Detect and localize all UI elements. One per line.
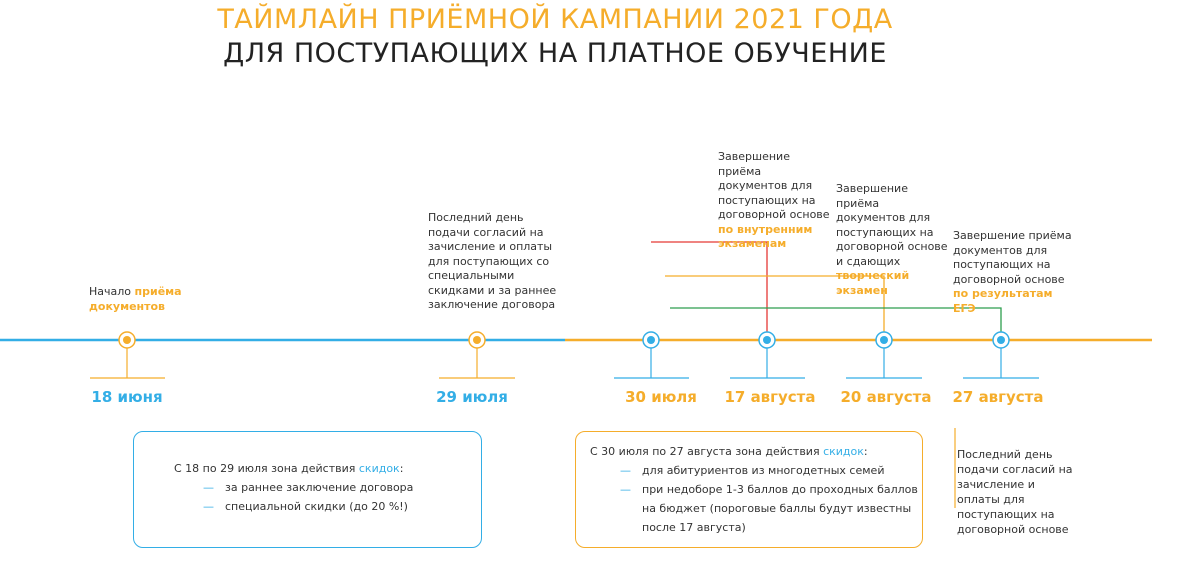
marker-18-june	[90, 331, 165, 379]
note-18-june-highlight: приёма документов	[89, 285, 182, 313]
date-20-august: 20 августа	[840, 388, 932, 406]
discount-box-1-intro: С 18 по 29 июля зона действия скидок:	[174, 462, 404, 475]
note-18-june-plain: Начало	[89, 285, 135, 298]
note-17-august-plain: Завершение приёма документов для поступа…	[718, 150, 830, 221]
marker-29-july	[439, 331, 515, 379]
discount-box-2: С 30 июля по 27 августа зона действия ск…	[575, 431, 923, 548]
title-line-1: ТАЙМЛАЙН ПРИЁМНОЙ КАМПАНИИ 2021 ГОДА	[217, 4, 893, 35]
discount-box-1-item: — за раннее заключение договора	[203, 481, 414, 494]
discount-box-2-highlight: скидок	[823, 445, 864, 458]
date-18-june: 18 июня	[91, 388, 163, 406]
date-27-august: 27 августа	[952, 388, 1044, 406]
discount-box-1-item: — специальной скидки (до 20 %!)	[203, 500, 408, 513]
connector-red	[651, 241, 768, 340]
connector-orange	[665, 275, 885, 340]
note-17-august: Завершение приёма документов для поступа…	[718, 150, 833, 252]
note-27-august-plain: Завершение приёма документов для поступа…	[953, 229, 1072, 286]
discount-box-2-item: — при недоборе 1-3 баллов до проходных ба…	[620, 483, 918, 534]
marker-27-august	[954, 331, 1039, 508]
discount-box-2-intro: С 30 июля по 27 августа зона действия ск…	[590, 445, 868, 458]
discount-box-1: С 18 по 29 июля зона действия скидок: — з…	[133, 431, 482, 548]
note-29-july: Последний день подачи согласий на зачисл…	[428, 211, 557, 311]
date-17-august: 17 августа	[724, 388, 816, 406]
note-27-august-below: Последний день подачи согласий на зачисл…	[957, 448, 1073, 536]
marker-30-july	[614, 331, 689, 379]
title-line-2: ДЛЯ ПОСТУПАЮЩИХ НА ПЛАТНОЕ ОБУЧЕНИЕ	[223, 38, 887, 69]
note-27-august-highlight: по результатам ЕГЭ	[953, 287, 1053, 315]
connector-green	[670, 307, 1002, 340]
discount-box-1-highlight: скидок	[358, 462, 400, 475]
discount-box-2-item: — для абитуриентов из многодетных семей	[620, 464, 885, 477]
note-18-june: Начало приёма документов	[89, 285, 199, 314]
marker-20-august	[846, 331, 922, 379]
note-17-august-highlight: по внутренним экзаменам	[718, 222, 813, 251]
date-30-july: 30 июля	[625, 388, 697, 406]
note-20-august: Завершение приёма документов для поступа…	[836, 182, 951, 298]
note-27-august: Завершение приёма документов для поступа…	[953, 229, 1078, 316]
note-20-august-plain: Завершение приёма документов для поступа…	[836, 182, 948, 268]
marker-17-august	[730, 331, 805, 379]
date-29-july: 29 июля	[436, 388, 508, 406]
note-20-august-highlight: творческий экзамен	[836, 269, 910, 297]
